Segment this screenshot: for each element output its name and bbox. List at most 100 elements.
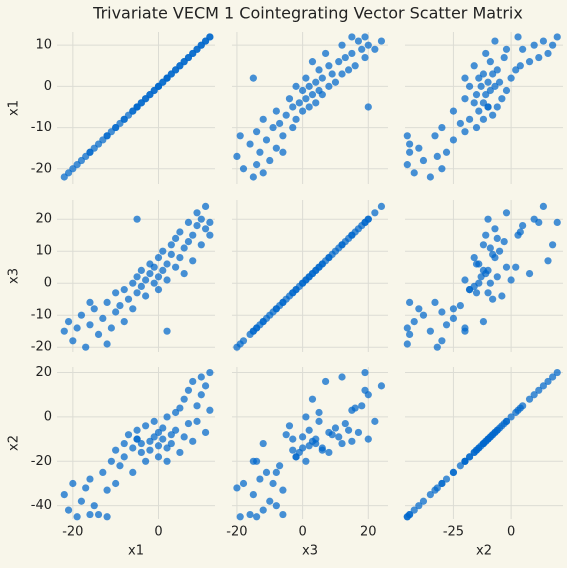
point	[77, 311, 86, 319]
point	[120, 318, 128, 326]
point	[442, 321, 451, 329]
point	[502, 45, 511, 53]
point	[159, 266, 167, 274]
point	[137, 266, 145, 274]
point	[415, 144, 423, 152]
point	[484, 78, 492, 86]
point	[99, 468, 107, 477]
point	[431, 486, 439, 494]
point	[530, 41, 538, 49]
point	[403, 132, 411, 140]
x-axis-label: x3	[302, 544, 318, 559]
y-tick-label: 10	[35, 244, 52, 259]
point	[358, 45, 366, 53]
point	[493, 273, 501, 281]
point	[299, 86, 307, 95]
point	[403, 340, 411, 348]
point	[133, 215, 141, 223]
point	[239, 165, 248, 173]
point	[344, 426, 353, 434]
point	[197, 391, 205, 399]
point	[90, 502, 98, 510]
point	[348, 231, 356, 239]
point	[107, 324, 115, 332]
point	[361, 368, 369, 377]
point	[486, 58, 494, 66]
point	[535, 386, 543, 394]
point	[489, 70, 497, 78]
point	[331, 424, 340, 432]
point	[193, 417, 201, 425]
point	[86, 510, 94, 519]
point	[484, 103, 492, 111]
point	[406, 298, 414, 306]
point	[406, 330, 414, 338]
point	[461, 95, 469, 103]
point	[159, 247, 167, 255]
point	[406, 148, 414, 156]
point	[137, 439, 145, 448]
point	[553, 33, 561, 41]
point	[519, 45, 527, 53]
point	[516, 62, 524, 70]
y-axis-label: x1	[7, 100, 22, 116]
point	[544, 257, 552, 265]
point	[438, 165, 446, 173]
point	[184, 419, 193, 428]
point	[133, 103, 141, 111]
point	[120, 286, 128, 294]
point	[431, 132, 439, 140]
point	[500, 238, 508, 246]
point	[361, 53, 369, 62]
point	[299, 433, 307, 441]
point	[502, 209, 511, 217]
point	[142, 422, 150, 430]
point	[124, 295, 133, 303]
point	[266, 497, 274, 505]
point	[279, 510, 287, 519]
point	[406, 140, 414, 148]
point	[167, 241, 175, 249]
point	[438, 479, 446, 488]
point	[272, 144, 280, 152]
point	[112, 308, 120, 316]
point	[133, 273, 141, 281]
point	[285, 422, 294, 430]
point	[415, 502, 423, 510]
point	[507, 74, 515, 82]
x-tick-label: 20	[360, 525, 377, 540]
point	[259, 506, 267, 514]
point	[69, 479, 77, 488]
point	[364, 103, 372, 111]
point	[348, 33, 356, 41]
point	[289, 446, 297, 454]
point	[259, 169, 267, 177]
point	[500, 53, 508, 62]
point	[514, 33, 522, 41]
point	[163, 327, 171, 335]
point	[146, 270, 154, 278]
point	[475, 444, 483, 452]
point	[73, 324, 81, 332]
point	[142, 292, 150, 300]
point	[279, 132, 287, 140]
point	[197, 241, 205, 249]
point	[82, 484, 90, 492]
y-tick-label: -10	[31, 308, 52, 323]
point	[176, 254, 184, 262]
point	[206, 368, 214, 377]
point	[249, 457, 257, 465]
point	[312, 435, 320, 443]
point	[159, 424, 167, 432]
point	[60, 490, 68, 499]
point	[249, 173, 257, 181]
point	[299, 107, 307, 115]
point	[335, 433, 343, 441]
point	[322, 377, 330, 386]
point	[103, 340, 111, 348]
point	[103, 486, 111, 494]
point	[292, 115, 300, 123]
point	[289, 435, 297, 443]
point	[292, 453, 300, 461]
point	[103, 298, 111, 306]
